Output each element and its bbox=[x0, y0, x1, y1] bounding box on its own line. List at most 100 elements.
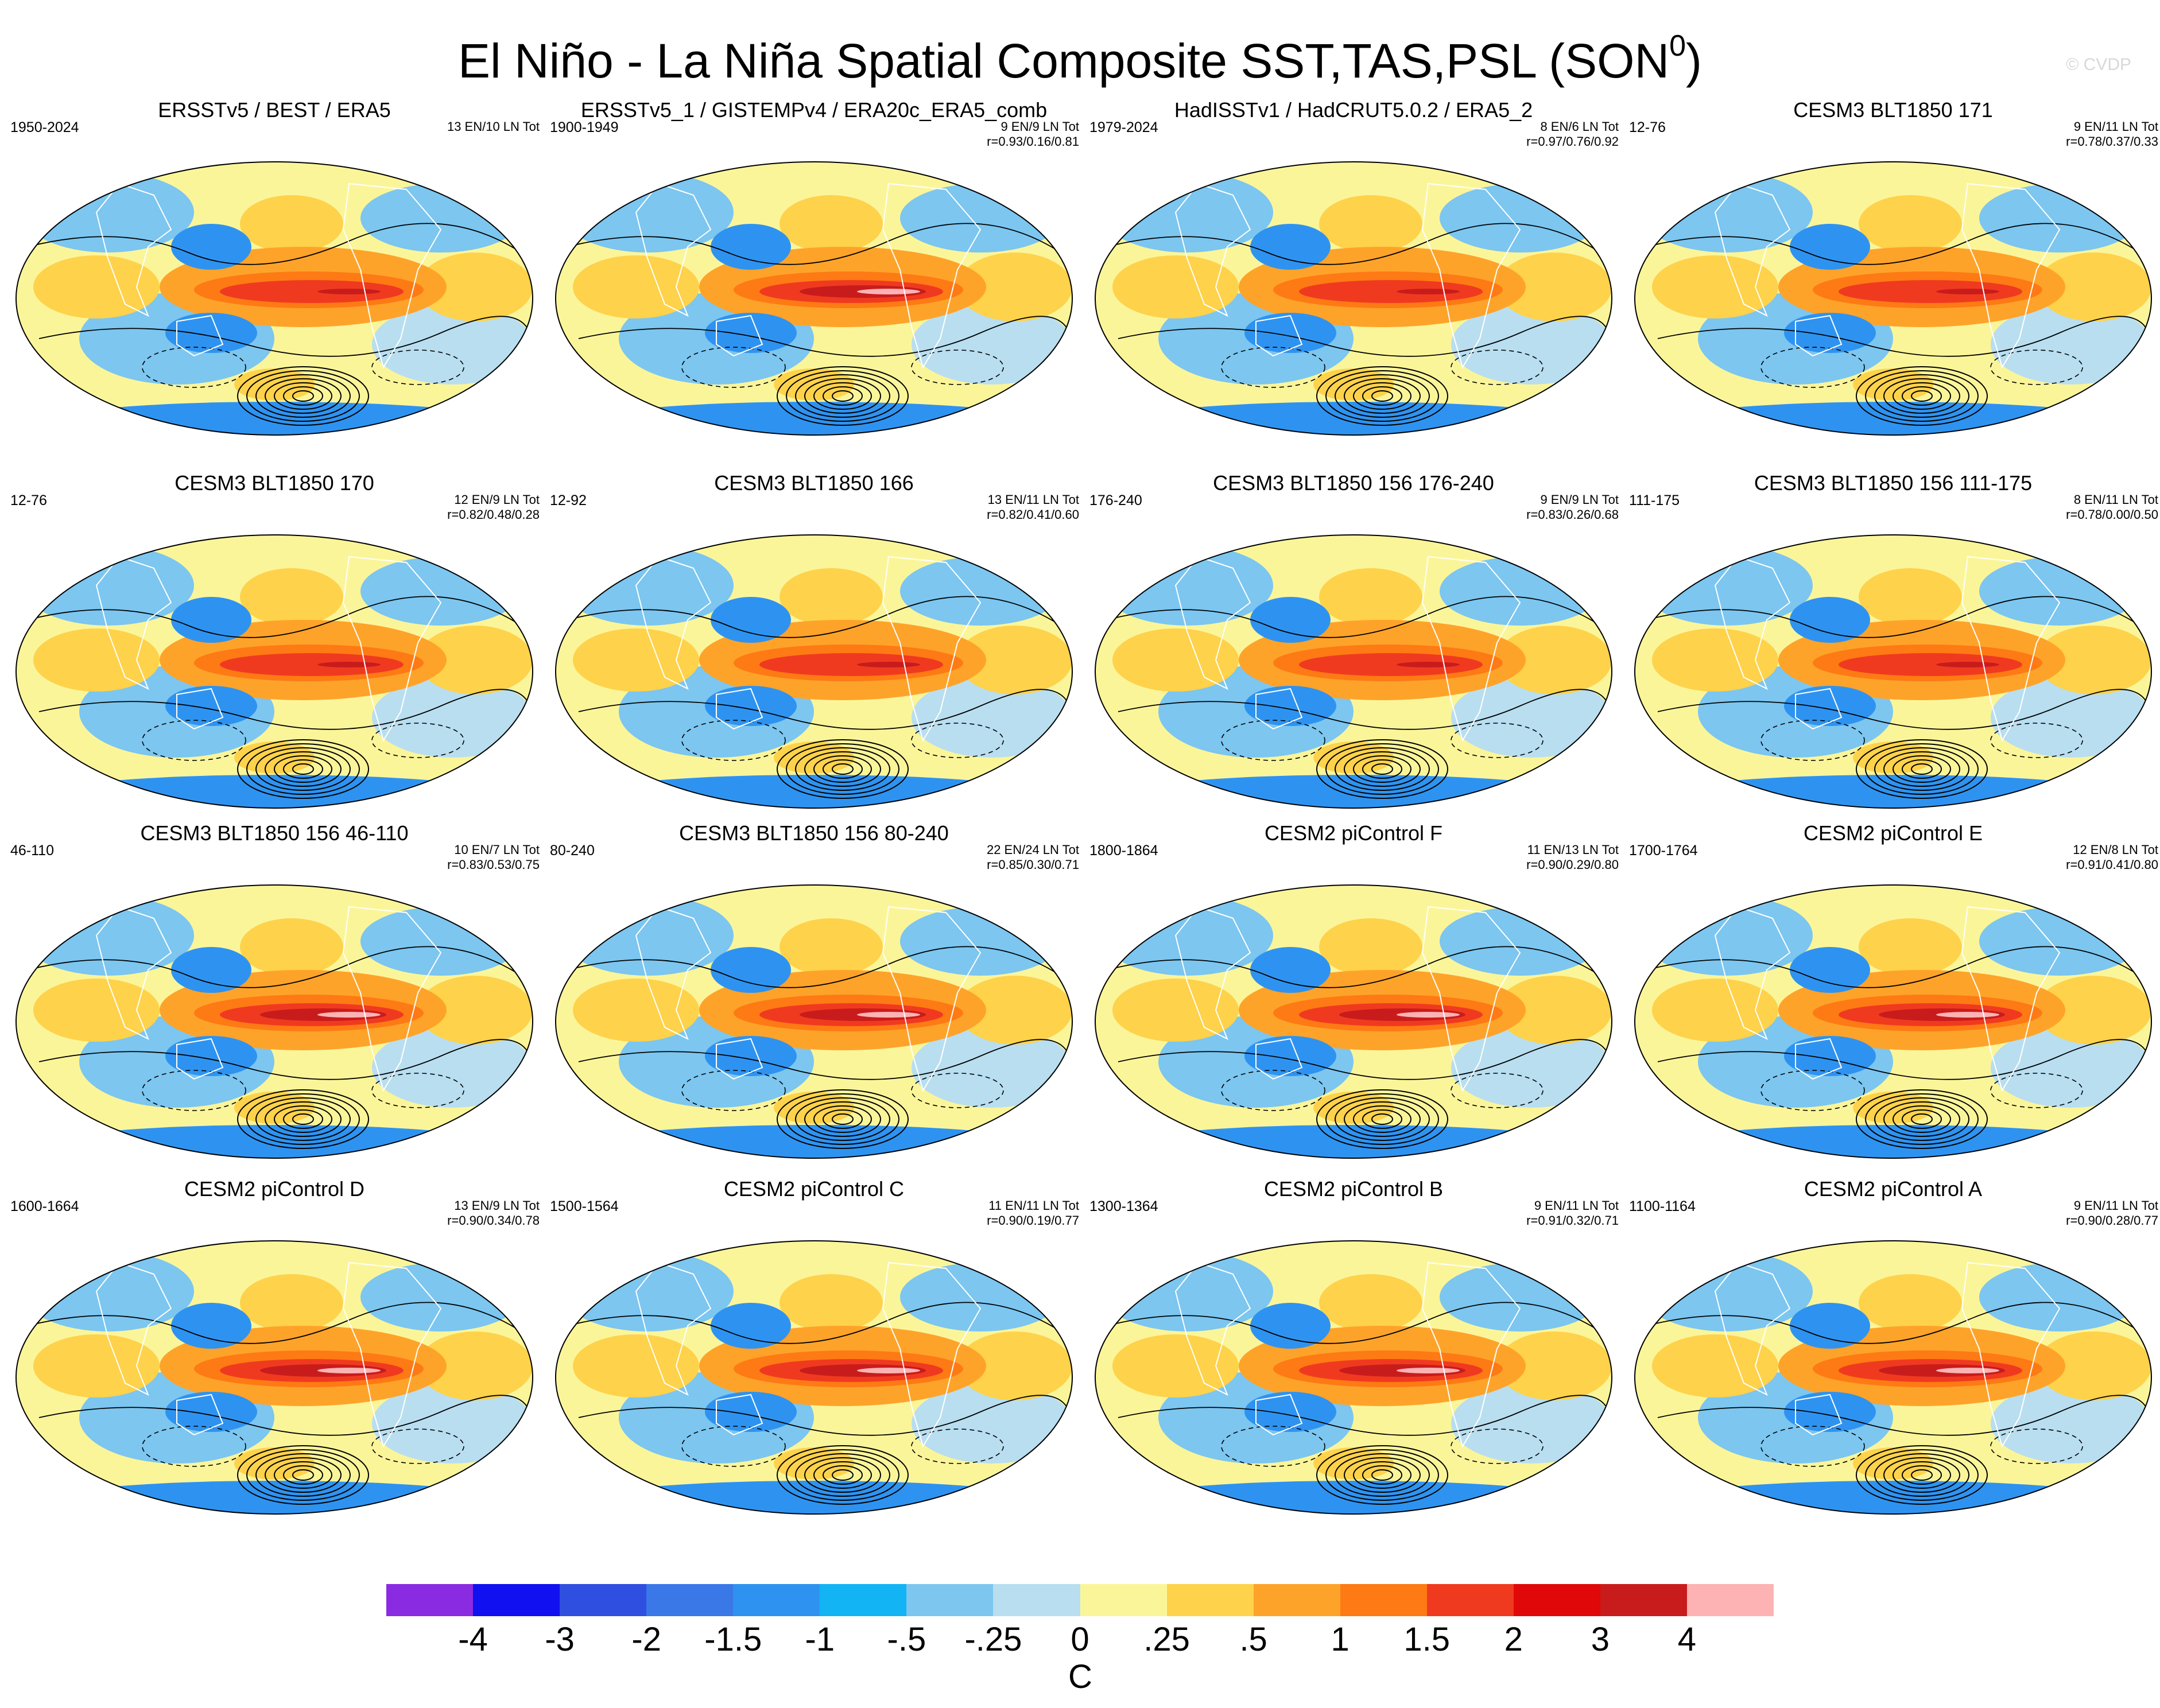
panel-years: 1300-1364 bbox=[1089, 1198, 1158, 1214]
panel-stats: 8 EN/11 LN Tot r=0.78/0.00/0.50 bbox=[2066, 492, 2158, 522]
panel-years: 1979-2024 bbox=[1089, 119, 1158, 135]
pattern-correlation: r=0.97/0.76/0.92 bbox=[1526, 134, 1619, 149]
robinson-map bbox=[555, 534, 1073, 809]
panel-title: CESM2 piControl E bbox=[1803, 821, 1983, 845]
title-close: ) bbox=[1686, 34, 1703, 88]
event-counts: 11 EN/13 LN Tot bbox=[1527, 843, 1619, 857]
colorbar-tick-label: -4 bbox=[458, 1621, 488, 1658]
robinson-map bbox=[1095, 161, 1612, 436]
panel-title: CESM2 piControl F bbox=[1264, 821, 1443, 845]
event-counts: 8 EN/11 LN Tot bbox=[2073, 492, 2158, 507]
colorbar-tick-label: 3 bbox=[1591, 1621, 1610, 1658]
panel-title: CESM3 BLT1850 171 bbox=[1793, 98, 1993, 122]
colorbar-tick-label: 1.5 bbox=[1403, 1621, 1451, 1658]
robinson-map bbox=[1634, 534, 2152, 809]
watermark: © CVDP bbox=[2066, 55, 2131, 74]
robinson-map bbox=[15, 884, 533, 1159]
panel-title: CESM2 piControl D bbox=[184, 1177, 365, 1201]
colorbar-swatch bbox=[733, 1584, 820, 1616]
panel-years: 1500-1564 bbox=[550, 1198, 619, 1214]
event-counts: 9 EN/11 LN Tot bbox=[2073, 1198, 2158, 1213]
pattern-correlation: r=0.90/0.34/0.78 bbox=[447, 1213, 540, 1228]
panel-stats: 9 EN/11 LN Tot r=0.91/0.32/0.71 bbox=[1526, 1198, 1619, 1228]
colorbar-tick-label: 1 bbox=[1331, 1621, 1349, 1658]
pattern-correlation: r=0.78/0.37/0.33 bbox=[2066, 134, 2158, 149]
panel-stats: 12 EN/8 LN Tot r=0.91/0.41/0.80 bbox=[2066, 843, 2158, 872]
panel-stats: 11 EN/11 LN Tot r=0.90/0.19/0.77 bbox=[987, 1198, 1079, 1228]
map-panel: ERSSTv5 / BEST / ERA5 1950-2024 13 EN/10 L… bbox=[5, 98, 544, 453]
map-panel: CESM2 piControl A 1100-1164 9 EN/11 LN Tot… bbox=[1623, 1177, 2160, 1532]
map-panel: CESM2 piControl C 1500-1564 11 EN/11 LN To… bbox=[544, 1177, 1084, 1532]
map-panel: HadISSTv1 / HadCRUT5.0.2 / ERA5_2 1979-20… bbox=[1084, 98, 1623, 453]
colorbar-swatch bbox=[1253, 1584, 1340, 1616]
colorbar-tick-label: -.5 bbox=[887, 1621, 926, 1658]
robinson-map bbox=[1095, 534, 1612, 809]
panel-title: CESM3 BLT1850 166 bbox=[714, 471, 914, 495]
panel-title: CESM2 piControl B bbox=[1263, 1177, 1444, 1201]
robinson-map bbox=[15, 161, 533, 436]
colorbar-tick-label: -1.5 bbox=[704, 1621, 762, 1658]
event-counts: 11 EN/11 LN Tot bbox=[988, 1198, 1079, 1213]
colorbar-swatch bbox=[386, 1584, 474, 1616]
pattern-correlation: r=0.83/0.26/0.68 bbox=[1526, 507, 1619, 522]
colorbar-tick-label: .5 bbox=[1239, 1621, 1267, 1658]
panel-title: CESM3 BLT1850 156 46-110 bbox=[140, 821, 409, 845]
panel-title: ERSSTv5_1 / GISTEMPv4 / ERA20c_ERA5_comb bbox=[580, 98, 1048, 122]
event-counts: 22 EN/24 LN Tot bbox=[986, 843, 1079, 857]
colorbar-swatch bbox=[1686, 1584, 1774, 1616]
robinson-map bbox=[555, 884, 1073, 1159]
colorbar-swatch bbox=[1166, 1584, 1254, 1616]
panel-stats: 9 EN/9 LN Tot r=0.93/0.16/0.81 bbox=[987, 119, 1079, 149]
figure-title: El Niño - La Niña Spatial Composite SST,… bbox=[0, 17, 2160, 90]
map-panel: CESM3 BLT1850 166 12-92 13 EN/11 LN Tot r=0… bbox=[544, 471, 1084, 826]
event-counts: 12 EN/8 LN Tot bbox=[2073, 843, 2158, 857]
panel-years: 12-76 bbox=[1629, 119, 1666, 135]
colorbar-swatch bbox=[993, 1584, 1080, 1616]
map-panel: CESM3 BLT1850 156 46-110 46-110 10 EN/7 LN… bbox=[5, 821, 544, 1177]
panel-stats: 13 EN/9 LN Tot r=0.90/0.34/0.78 bbox=[447, 1198, 540, 1228]
pattern-correlation: r=0.83/0.53/0.75 bbox=[447, 857, 540, 872]
colorbar-tick-label: -3 bbox=[545, 1621, 575, 1658]
panel-title: HadISSTv1 / HadCRUT5.0.2 / ERA5_2 bbox=[1174, 98, 1533, 122]
robinson-map bbox=[1634, 884, 2152, 1159]
map-panel: ERSSTv5_1 / GISTEMPv4 / ERA20c_ERA5_comb… bbox=[544, 98, 1084, 453]
colorbar-swatch bbox=[560, 1584, 647, 1616]
colorbar-swatch bbox=[1080, 1584, 1167, 1616]
panel-years: 111-175 bbox=[1629, 492, 1680, 508]
event-counts: 9 EN/9 LN Tot bbox=[1540, 492, 1619, 507]
pattern-correlation: r=0.91/0.32/0.71 bbox=[1526, 1213, 1619, 1228]
colorbar-swatch bbox=[906, 1584, 994, 1616]
panel-years: 1600-1664 bbox=[10, 1198, 79, 1214]
colorbar-swatch bbox=[473, 1584, 560, 1616]
pattern-correlation: r=0.82/0.41/0.60 bbox=[987, 507, 1079, 522]
pattern-correlation: r=0.78/0.00/0.50 bbox=[2066, 507, 2158, 522]
colorbar-swatch bbox=[1600, 1584, 1687, 1616]
colorbar-swatch bbox=[1426, 1584, 1514, 1616]
map-panel: CESM3 BLT1850 170 12-76 12 EN/9 LN Tot r=0.… bbox=[5, 471, 544, 826]
title-superscript: 0 bbox=[1669, 29, 1686, 63]
pattern-correlation: r=0.93/0.16/0.81 bbox=[987, 134, 1079, 149]
panel-stats: 13 EN/10 LN Tot bbox=[447, 119, 540, 134]
map-panel: CESM3 BLT1850 156 111-175 111-175 8 EN/11 … bbox=[1623, 471, 2160, 826]
panel-years: 80-240 bbox=[550, 843, 595, 859]
panel-years: 176-240 bbox=[1089, 492, 1142, 508]
panel-title: CESM3 BLT1850 156 80-240 bbox=[679, 821, 949, 845]
panel-title: CESM3 BLT1850 170 bbox=[174, 471, 374, 495]
title-text: El Niño - La Niña Spatial Composite SST,… bbox=[457, 34, 1670, 88]
panel-years: 1800-1864 bbox=[1089, 843, 1158, 859]
pattern-correlation: r=0.90/0.29/0.80 bbox=[1526, 857, 1619, 872]
colorbar-tick-label: 2 bbox=[1504, 1621, 1523, 1658]
panel-years: 1100-1164 bbox=[1629, 1198, 1696, 1214]
panel-years: 1700-1764 bbox=[1629, 843, 1698, 859]
panel-title: CESM3 BLT1850 156 176-240 bbox=[1213, 471, 1494, 495]
pattern-correlation: r=0.90/0.19/0.77 bbox=[987, 1213, 1079, 1228]
event-counts: 8 EN/6 LN Tot bbox=[1540, 119, 1619, 134]
map-panel: CESM2 piControl E 1700-1764 12 EN/8 LN Tot… bbox=[1623, 821, 2160, 1177]
pattern-correlation: r=0.85/0.30/0.71 bbox=[987, 857, 1079, 872]
colorbar-tick-label: 0 bbox=[1071, 1621, 1089, 1658]
panel-stats: 22 EN/24 LN Tot r=0.85/0.30/0.71 bbox=[987, 843, 1079, 872]
panel-title: CESM2 piControl C bbox=[723, 1177, 905, 1201]
colorbar-tick-label: -1 bbox=[805, 1621, 835, 1658]
robinson-map bbox=[555, 161, 1073, 436]
map-panel: CESM2 piControl D 1600-1664 13 EN/9 LN Tot… bbox=[5, 1177, 544, 1532]
